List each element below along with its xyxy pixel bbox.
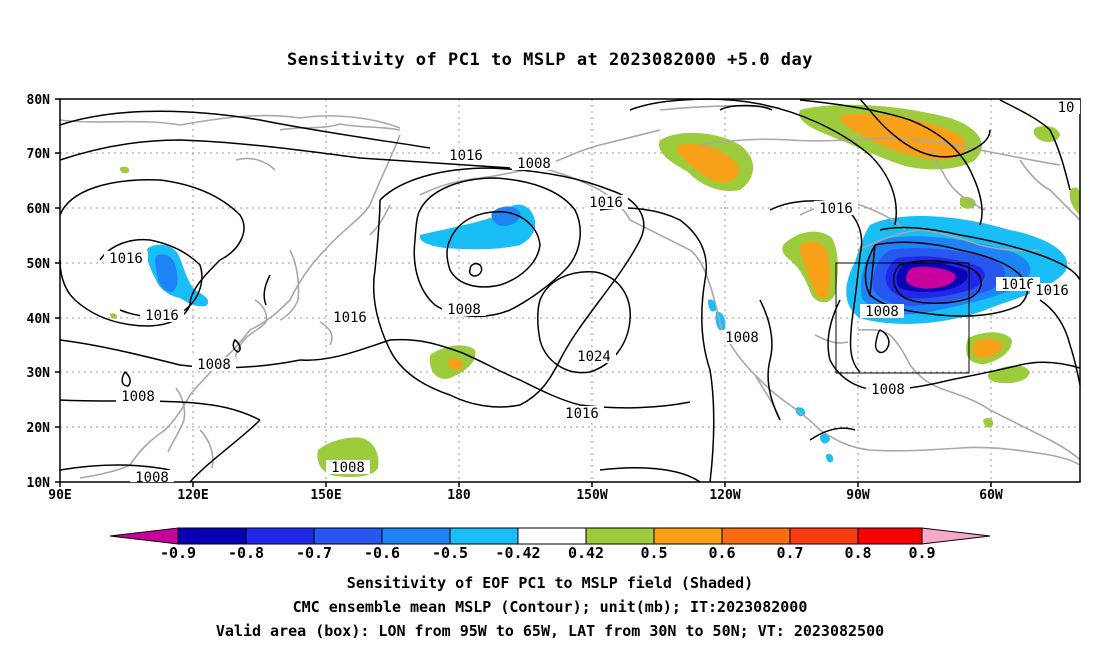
lon-label: 60W xyxy=(979,488,1003,503)
colorbar-label: -0.42 xyxy=(495,544,541,562)
colorbar-left-triangle xyxy=(109,527,179,545)
contour-label: 1024 xyxy=(572,349,616,365)
lat-label: 10N xyxy=(27,476,51,491)
contour-label: 1016 xyxy=(1030,283,1074,299)
contour-label: 1008 xyxy=(130,470,174,486)
contour-label: 1016 xyxy=(996,277,1040,293)
lat-label: 70N xyxy=(27,147,51,162)
lat-label: 20N xyxy=(27,421,51,436)
svg-text:1008: 1008 xyxy=(871,382,905,398)
mslp-contours xyxy=(59,98,1081,483)
colorbar xyxy=(109,527,991,545)
lon-label: 180 xyxy=(447,488,471,503)
colorbar-swatch xyxy=(313,527,383,545)
colorbar-label: 0.5 xyxy=(640,544,668,562)
contour-label: 1008 xyxy=(866,382,910,398)
colorbar-label: -0.5 xyxy=(431,544,469,562)
svg-text:10: 10 xyxy=(1058,100,1075,116)
colorbar-label: 0.8 xyxy=(844,544,872,562)
colorbar-label: -0.8 xyxy=(227,544,265,562)
svg-text:1008: 1008 xyxy=(447,302,481,318)
colorbar-swatch xyxy=(857,527,923,545)
svg-text:1008: 1008 xyxy=(725,330,759,346)
contour-label: 1008 xyxy=(192,357,236,373)
lon-label: 150E xyxy=(310,488,341,503)
contour-label: 1008 xyxy=(326,460,370,476)
lat-label: 80N xyxy=(27,93,51,108)
svg-text:1008: 1008 xyxy=(135,470,169,486)
colorbar-label: -0.9 xyxy=(159,544,197,562)
svg-text:1008: 1008 xyxy=(865,304,899,320)
colorbar-swatch xyxy=(517,527,587,545)
figure-title: Sensitivity of PC1 to MSLP at 2023082000… xyxy=(286,50,813,70)
svg-text:1016: 1016 xyxy=(1001,277,1035,293)
contour-label: 1008 xyxy=(116,389,160,405)
caption-line-1: Sensitivity of EOF PC1 to MSLP field (Sh… xyxy=(346,574,754,592)
lon-label: 150W xyxy=(576,488,607,503)
contour-label: 1016 xyxy=(584,195,628,211)
colorbar-swatch xyxy=(721,527,791,545)
contour-label: 1008 xyxy=(512,156,556,172)
colorbar-right-triangle xyxy=(921,527,991,545)
colorbar-labels: -0.9 -0.8 -0.7 -0.6 -0.5 -0.42 0.42 0.5 … xyxy=(0,544,1100,564)
svg-text:1008: 1008 xyxy=(331,460,365,476)
contour-label: 1016 xyxy=(140,308,184,324)
map-border xyxy=(59,98,1081,483)
contour-labels: 1016 1008 1016 1016 1016 1008 1008 1008 … xyxy=(104,100,1080,486)
contour-label: 1008 xyxy=(442,302,486,318)
axis-ticks xyxy=(55,98,992,487)
contour-label: 1008 xyxy=(720,330,764,346)
svg-text:1008: 1008 xyxy=(121,389,155,405)
svg-text:1016: 1016 xyxy=(145,308,179,324)
svg-text:1016: 1016 xyxy=(1035,283,1069,299)
lon-labels: 90E 120E 150E 180 150W 120W 90W 60W xyxy=(48,488,1003,503)
svg-text:1008: 1008 xyxy=(517,156,551,172)
lon-label: 120W xyxy=(709,488,740,503)
contour-label: 1016 xyxy=(104,251,148,267)
svg-text:1016: 1016 xyxy=(819,201,853,217)
contour-label: 1008 xyxy=(860,304,904,320)
svg-text:1016: 1016 xyxy=(589,195,623,211)
svg-text:1016: 1016 xyxy=(565,406,599,422)
lon-label: 120E xyxy=(177,488,208,503)
colorbar-swatch xyxy=(585,527,655,545)
lat-label: 30N xyxy=(27,366,51,381)
contour-label: 1016 xyxy=(560,406,604,422)
valid-area-box xyxy=(835,262,970,374)
svg-text:1016: 1016 xyxy=(109,251,143,267)
contour-label: 1016 xyxy=(814,201,858,217)
caption-line-2: CMC ensemble mean MSLP (Contour); unit(m… xyxy=(292,598,808,616)
colorbar-swatch xyxy=(381,527,451,545)
lat-label: 60N xyxy=(27,202,51,217)
lat-label: 50N xyxy=(27,257,51,272)
colorbar-label: 0.7 xyxy=(776,544,804,562)
colorbar-label: 0.42 xyxy=(567,544,605,562)
lon-label: 90E xyxy=(48,488,71,503)
svg-text:1016: 1016 xyxy=(333,310,367,326)
caption-line-3: Valid area (box): LON from 95W to 65W, L… xyxy=(215,622,885,640)
colorbar-label: -0.7 xyxy=(295,544,333,562)
svg-text:1016: 1016 xyxy=(449,148,483,164)
colorbar-label: -0.6 xyxy=(363,544,401,562)
contour-label: 1016 xyxy=(328,310,372,326)
colorbar-label: 0.9 xyxy=(908,544,936,562)
lat-labels: 80N 70N 60N 50N 40N 30N 20N 10N xyxy=(27,93,51,491)
lat-label: 40N xyxy=(27,312,51,327)
svg-text:1024: 1024 xyxy=(577,349,611,365)
colorbar-swatch xyxy=(789,527,859,545)
contour-label: 10 xyxy=(1054,100,1080,116)
colorbar-swatch xyxy=(653,527,723,545)
colorbar-swatch xyxy=(245,527,315,545)
svg-text:1008: 1008 xyxy=(197,357,231,373)
colorbar-swatch xyxy=(177,527,247,545)
colorbar-swatch xyxy=(449,527,519,545)
lon-label: 90W xyxy=(846,488,870,503)
contour-label: 1016 xyxy=(444,148,488,164)
colorbar-label: 0.6 xyxy=(708,544,736,562)
